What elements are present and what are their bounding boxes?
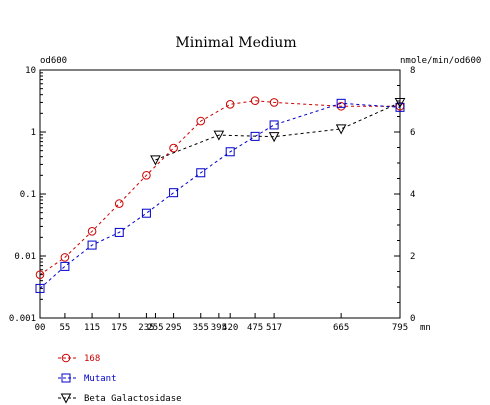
data-point-0-5 — [169, 143, 178, 153]
x-tick-label: 420 — [222, 323, 238, 333]
data-point-0-9 — [269, 98, 279, 107]
data-point-1-4 — [141, 208, 151, 218]
x-tick-label: 355 — [193, 323, 209, 333]
right-tick-label: 2 — [410, 252, 415, 262]
left-tick-label: 10 — [25, 66, 36, 76]
legend-marker-1 — [61, 373, 71, 383]
right-axis-label: nmole/min/od600 — [400, 56, 481, 66]
left-tick-label: 0.01 — [14, 252, 36, 262]
left-tick-label: 0.001 — [9, 314, 36, 324]
x-tick-label: 00 — [35, 323, 46, 333]
series-line-0 — [39, 100, 400, 276]
right-tick-label: 8 — [410, 66, 415, 76]
x-unit-label: mn — [420, 323, 431, 333]
legend-label-0: 168 — [84, 354, 100, 364]
legend-marker-0 — [61, 353, 71, 363]
data-point-1-1 — [60, 261, 70, 271]
data-point-1-5 — [169, 188, 179, 198]
x-tick-label: 795 — [392, 323, 408, 333]
data-point-2-1 — [213, 130, 225, 141]
data-point-0-8 — [250, 96, 260, 105]
data-point-2-4 — [394, 98, 406, 109]
right-tick-label: 4 — [410, 190, 415, 200]
right-tick-label: 6 — [410, 128, 415, 138]
legend: 168 Mutant Beta Galactosidase — [58, 353, 182, 404]
data-point-0-1 — [60, 253, 70, 262]
x-tick-label: 475 — [247, 323, 263, 333]
data-point-1-3 — [114, 227, 124, 237]
data-point-1-10 — [336, 98, 346, 108]
x-tick-label: 665 — [333, 323, 349, 333]
data-point-0-2 — [87, 227, 97, 236]
x-tick-label: 55 — [59, 323, 70, 333]
data-point-0-3 — [114, 199, 124, 208]
x-tick-label: 235 — [138, 323, 154, 333]
x-tick-label: 517 — [266, 323, 282, 333]
data-point-1-7 — [225, 147, 235, 157]
data-point-2-0 — [150, 155, 161, 166]
x-tick-label: 115 — [84, 323, 100, 333]
chart-title: Minimal Medium — [175, 35, 296, 51]
data-point-1-2 — [87, 240, 97, 250]
data-point-1-11 — [395, 102, 405, 112]
legend-label-2: Beta Galactosidase — [84, 394, 182, 404]
x-tick-label: 295 — [165, 323, 181, 333]
data-point-1-9 — [269, 120, 279, 130]
series-layer — [35, 96, 406, 293]
data-point-0-0 — [35, 270, 45, 279]
left-tick-label: 0.1 — [20, 190, 36, 200]
data-point-1-0 — [35, 283, 45, 293]
right-tick-label: 0 — [410, 314, 415, 324]
series-line-2 — [155, 102, 401, 161]
x-tick-label: 255 — [147, 323, 163, 333]
x-tick-label: 395 — [211, 323, 227, 333]
legend-label-1: Mutant — [84, 374, 117, 384]
series-line-1 — [39, 102, 401, 289]
data-point-1-6 — [196, 168, 206, 178]
legend-marker-2 — [60, 393, 72, 404]
data-point-0-4 — [142, 171, 151, 180]
left-tick-label: 1 — [31, 128, 36, 138]
data-point-0-7 — [225, 99, 235, 109]
left-axis-label: od600 — [40, 56, 67, 66]
data-point-2-2 — [268, 132, 280, 143]
data-point-2-3 — [335, 124, 347, 135]
x-tick-label: 175 — [111, 323, 127, 333]
plot-frame — [39, 69, 401, 319]
data-point-0-6 — [196, 116, 206, 126]
